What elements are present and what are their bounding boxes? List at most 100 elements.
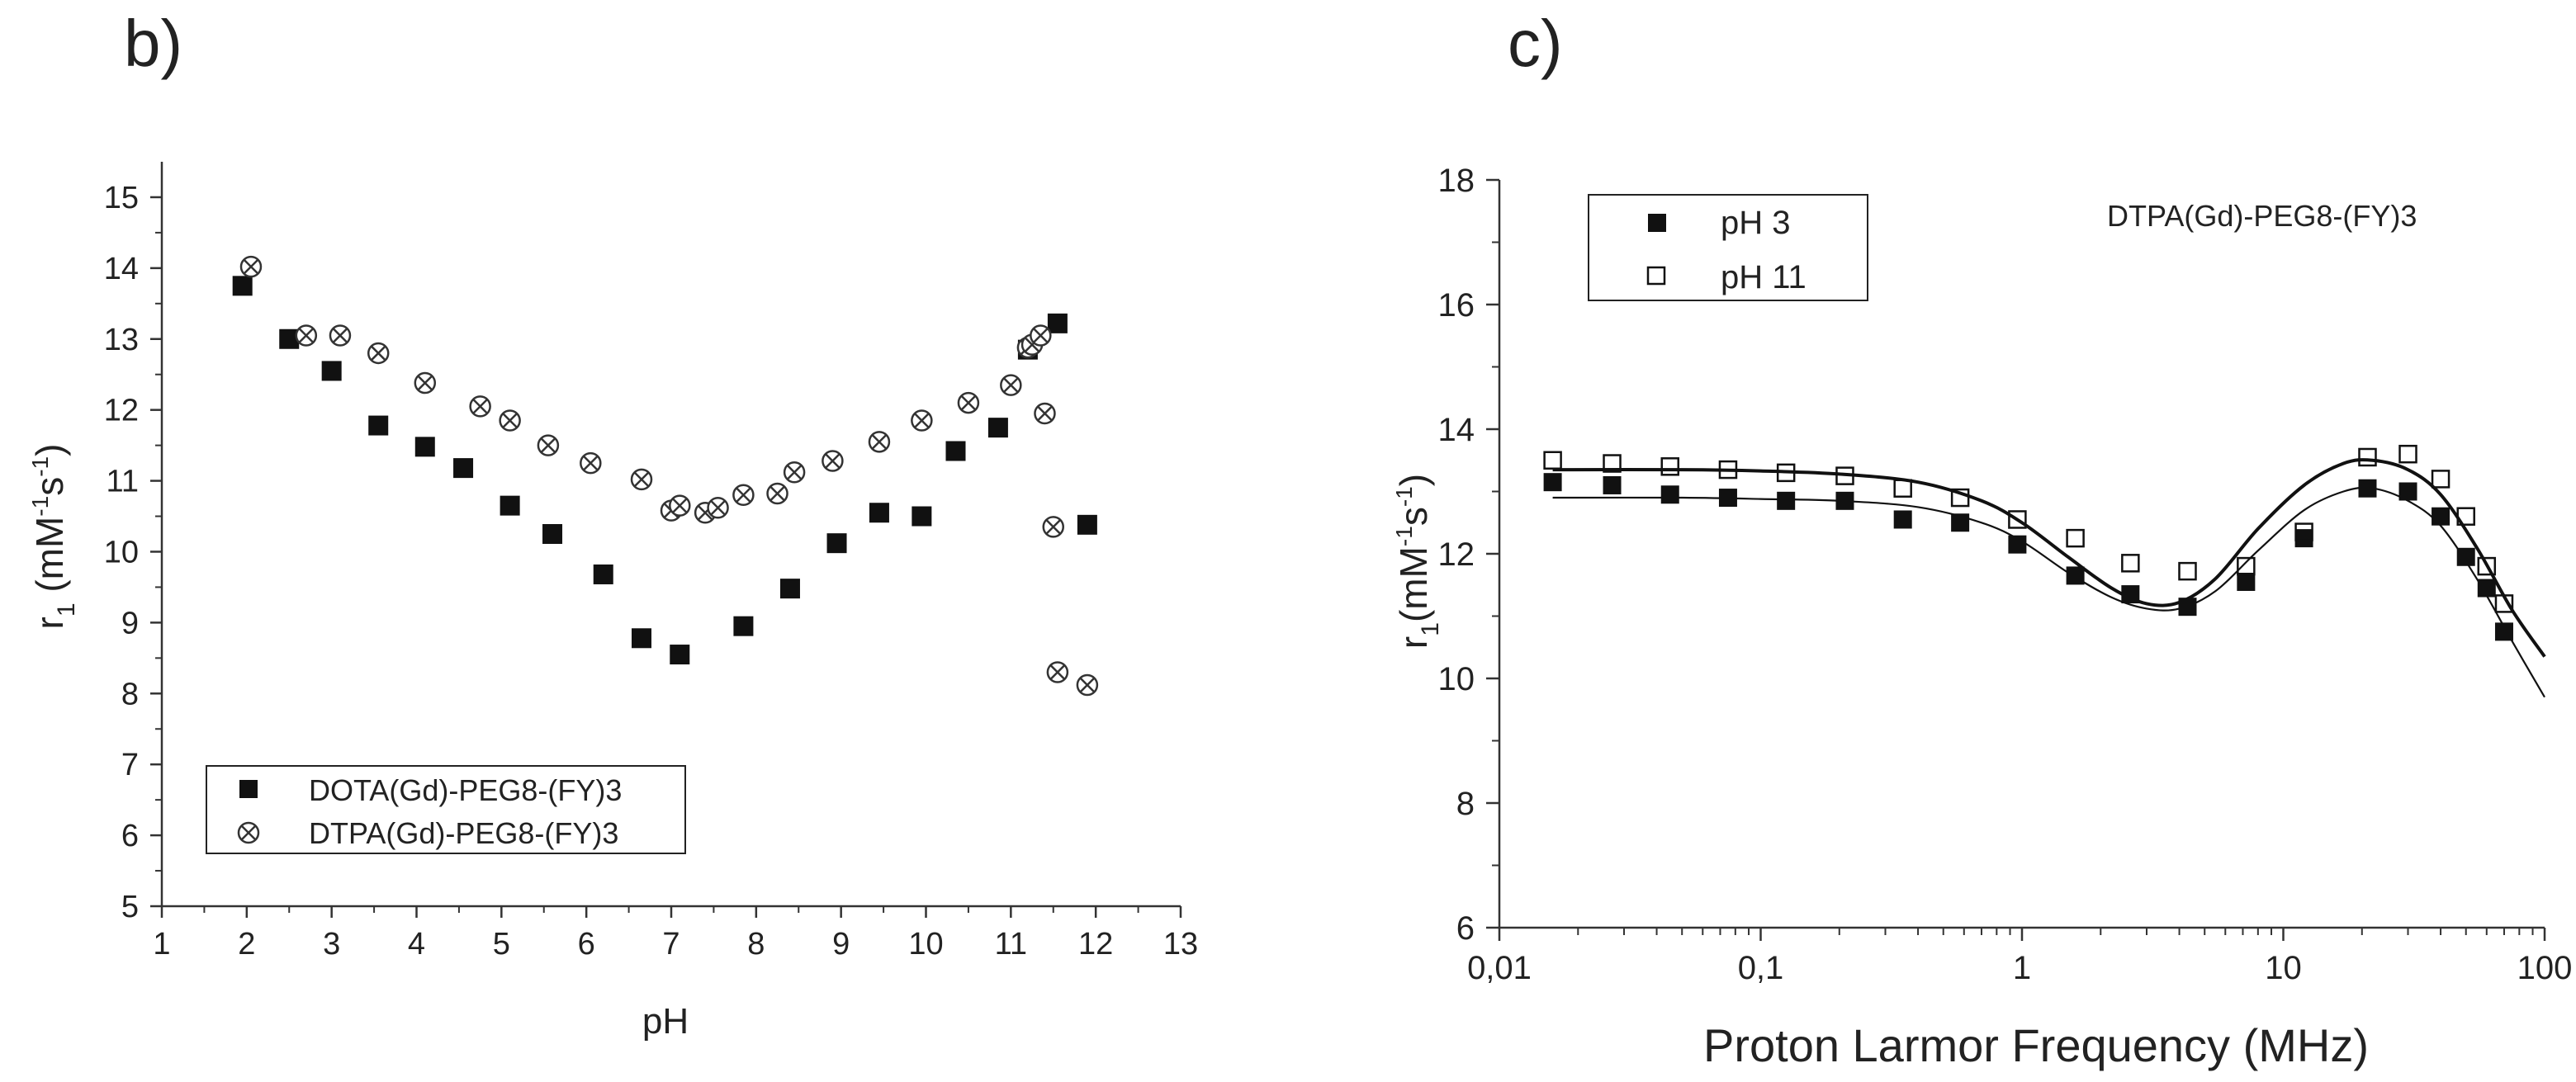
chart-b-point-dtpa	[414, 371, 437, 395]
chart-b-point-dtpa	[957, 391, 980, 414]
chart-c-ytick-label: 12	[1438, 536, 1475, 573]
legend-marker-crossed-circle	[237, 821, 260, 844]
chart-b-point-dota	[826, 533, 847, 554]
chart-c-point-ph3	[2237, 572, 2256, 591]
chart-c-point-ph11	[2008, 510, 2027, 529]
chart-b-xlabel: pH	[642, 1001, 689, 1042]
chart-c-point-ph11	[2178, 561, 2197, 581]
chart-b-point-dota	[670, 645, 690, 665]
chart-b-point-dtpa-cross-b	[1032, 328, 1049, 343]
chart-b-point-dtpa	[239, 255, 263, 278]
chart-c-point-ph11	[1603, 454, 1622, 473]
chart-c-xtick-label: 0,01	[1467, 950, 1532, 986]
chart-b-points	[232, 255, 1099, 697]
chart-c-ytick-label: 10	[1438, 661, 1475, 697]
chart-b-ytick-label: 7	[121, 748, 139, 782]
chart-b-point-dota	[414, 437, 435, 457]
chart-c-ytick-label: 18	[1438, 163, 1475, 199]
chart-b-point-dota	[869, 503, 889, 523]
legend-marker-filled-square	[1648, 214, 1666, 232]
chart-c-nmrd-profile: 0,01 0,1 1 10 100 6 8 10 12 14 16 18 Proton Larmor …	[1391, 163, 2572, 1071]
chart-b-point-dtpa	[580, 451, 602, 475]
chart-b-xtick-label: 1	[153, 927, 170, 962]
chart-b-point-dota	[733, 616, 754, 636]
chart-c-point-ph3	[2066, 566, 2085, 585]
chart-c-point-ph11	[1776, 463, 1796, 483]
chart-b-legend-item-1: DTPA(Gd)-PEG8-(FY)3	[309, 816, 618, 850]
chart-b-xtick-label: 11	[995, 927, 1027, 962]
chart-c-xlabel: Proton Larmor Frequency (MHz)	[1703, 1019, 2369, 1071]
chart-b-point-dtpa-cross-b	[1037, 405, 1053, 422]
chart-c-legend-box	[1588, 194, 1868, 301]
chart-c-point-ph11	[2237, 556, 2256, 576]
chart-c-legend: pH 3 pH 11	[1588, 194, 1868, 301]
chart-b-xtick-label: 8	[747, 927, 765, 962]
chart-b-point-dota	[368, 415, 389, 436]
chart-c-point-ph3	[1951, 513, 1970, 532]
chart-b-point-dtpa-cross-b	[913, 413, 930, 428]
chart-b-point-dtpa-cross-b	[769, 485, 785, 502]
chart-b-point-dota	[632, 628, 652, 649]
chart-b-point-dtpa	[1030, 324, 1052, 347]
chart-b-xtick-label: 3	[323, 927, 340, 962]
chart-c-legend-item-0: pH 3	[1721, 205, 1791, 241]
chart-b-ylabel: r1 (mM-1s-1)	[27, 444, 80, 630]
chart-c-point-ph11	[1893, 479, 1912, 498]
chart-c-xtick-label: 0,1	[1738, 950, 1784, 986]
chart-b-point-dtpa	[783, 461, 806, 484]
chart-b-point-dota	[987, 418, 1008, 438]
chart-c-point-ph3	[2358, 479, 2377, 498]
chart-b-point-dtpa-cross-b	[417, 375, 433, 391]
chart-b-point-dtpa-cross-b	[960, 395, 977, 411]
chart-c-point-ph3	[1835, 491, 1854, 510]
chart-c-point-ph11	[2456, 507, 2475, 526]
chart-c-xtick-label: 1	[2013, 950, 2031, 986]
chart-b-point-dota	[453, 458, 474, 479]
chart-c-point-ph3	[2456, 547, 2475, 566]
chart-b-ytick-label: 8	[121, 677, 139, 711]
chart-b-point-dtpa-cross-b	[1049, 664, 1066, 680]
chart-c-point-ph11	[1718, 460, 1738, 480]
chart-c-ticks: 0,01 0,1 1 10 100 6 8 10 12 14 16 18	[1438, 163, 2573, 986]
chart-c-point-ph11	[1950, 488, 1970, 508]
chart-c-point-ph3	[1777, 491, 1796, 510]
chart-b-point-dtpa-cross-b	[243, 258, 259, 275]
chart-b-point-dtpa	[329, 324, 352, 347]
chart-c-point-ph11	[2121, 554, 2140, 573]
chart-b-point-dtpa-cross-b	[671, 498, 688, 514]
chart-c-point-ph3	[2432, 507, 2451, 526]
chart-b-ytick-label: 14	[104, 252, 139, 286]
chart-b-xtick-label: 10	[908, 927, 943, 962]
chart-b-point-dtpa-cross-b	[1079, 677, 1096, 693]
chart-b-point-dtpa	[537, 434, 560, 456]
legend-marker-filled-square	[239, 780, 258, 798]
chart-c-point-ph3	[2121, 585, 2140, 604]
chart-b-ytick-label: 15	[104, 181, 139, 215]
chart-b-xtick-label: 7	[662, 927, 680, 962]
chart-c-fit-ph3	[1552, 486, 2545, 698]
chart-b-point-dtpa	[295, 324, 318, 347]
chart-c-point-ph3	[2178, 598, 2197, 617]
chart-b-point-dtpa-cross-b	[871, 433, 888, 450]
chart-c-point-ph11	[2358, 447, 2377, 467]
chart-b-xtick-label: 9	[832, 927, 850, 962]
chart-b-point-dtpa	[822, 450, 844, 472]
chart-c-legend-item-1: pH 11	[1721, 259, 1807, 295]
chart-b-point-dota	[1077, 514, 1097, 535]
chart-c-point-ph11	[2477, 556, 2497, 576]
chart-c-point-ph11	[2066, 528, 2085, 548]
chart-b-xtick-label: 5	[493, 927, 510, 962]
chart-b-point-dota	[779, 579, 800, 599]
chart-b-point-dtpa-cross-b	[332, 328, 348, 343]
chart-b-ytick-label: 10	[104, 535, 139, 569]
chart-c-ytick-label: 14	[1438, 412, 1475, 448]
chart-b-point-dota	[912, 506, 932, 527]
chart-c-xtick-label: 10	[2265, 950, 2302, 986]
chart-c-xtick-label: 100	[2517, 950, 2573, 986]
legend-marker-open-square	[1646, 266, 1666, 286]
chart-b-ytick-label: 11	[107, 465, 139, 499]
chart-b-point-dtpa-cross-b	[824, 453, 841, 469]
chart-b-ytick-label: 9	[121, 606, 139, 640]
